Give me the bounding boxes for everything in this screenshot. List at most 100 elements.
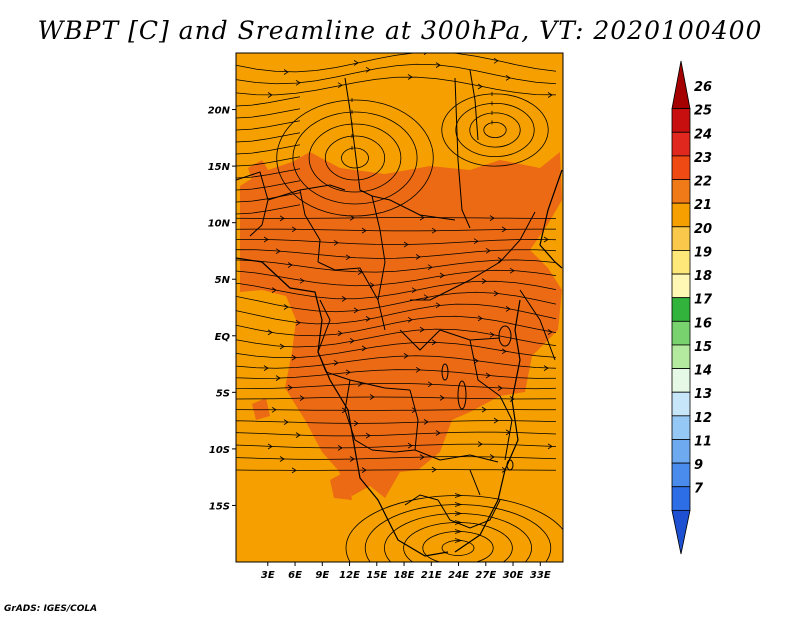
country-border xyxy=(409,389,441,461)
colorbar-label: 17 xyxy=(694,293,713,308)
streamline-arrow xyxy=(267,329,273,336)
streamline xyxy=(236,204,301,215)
streamline-arrow xyxy=(353,420,359,427)
streamline xyxy=(364,504,552,562)
colorbar-swatch xyxy=(671,368,691,393)
lake-outline xyxy=(506,459,514,471)
streamline xyxy=(236,456,557,460)
streamline xyxy=(236,420,557,424)
streamline xyxy=(236,431,557,437)
streamline-arrow xyxy=(295,319,301,326)
streamline-arrow xyxy=(481,278,487,284)
streamline xyxy=(236,469,557,471)
streamline-arrow xyxy=(275,248,281,255)
streamline-arrow xyxy=(435,62,441,68)
country-border xyxy=(325,371,411,391)
lat-tick-label: 20N xyxy=(208,106,231,117)
colorbar-swatch xyxy=(671,415,691,440)
streamline-arrow xyxy=(454,511,463,516)
lon-tick-label: 6E xyxy=(288,570,302,581)
streamline-arrow xyxy=(454,520,463,525)
streamline xyxy=(236,280,557,300)
map-plot-area xyxy=(236,53,563,562)
lake-outline xyxy=(498,325,512,347)
streamline xyxy=(483,122,507,138)
colorbar-label: 20 xyxy=(694,222,712,237)
streamline-arrow xyxy=(369,394,375,400)
colorbar-top-arrow xyxy=(671,60,691,110)
streamline xyxy=(236,228,556,232)
colorbar-swatch xyxy=(671,486,691,511)
streamline xyxy=(236,132,301,143)
streamline xyxy=(236,76,557,96)
colorbar-label: 26 xyxy=(694,80,712,95)
streamline-arrow xyxy=(349,338,355,344)
colorbar-swatch xyxy=(671,297,691,322)
chart-title: WBPT [C] and Sreamline at 300hPa, VT: 20… xyxy=(37,16,763,45)
country-border xyxy=(469,69,479,141)
colorbar-legend: 26 25 24 23 22 21 20 19 18 17 16 15 14 13 12 11 9 7 xyxy=(671,60,713,555)
streamline-arrow xyxy=(271,406,277,413)
streamline-arrow xyxy=(365,316,371,322)
country-border xyxy=(377,229,386,331)
lat-tick-label: EQ xyxy=(215,332,231,343)
streamline xyxy=(236,156,301,167)
streamline-arrow xyxy=(501,467,507,473)
streamline-arrow xyxy=(263,236,269,243)
country-border xyxy=(404,494,439,506)
country-border xyxy=(437,499,501,529)
streamline-arrow xyxy=(505,306,511,312)
streamline-arrow xyxy=(489,215,495,221)
country-border xyxy=(267,184,346,201)
lon-tick-label: 12E xyxy=(339,570,360,581)
streamline xyxy=(236,409,557,411)
streamline-arrow xyxy=(415,254,421,260)
streamline xyxy=(341,147,369,169)
streamline-arrow xyxy=(427,381,433,388)
credit-text: GrADS: IGES/COLA xyxy=(4,604,98,614)
streamline-arrow xyxy=(291,467,297,474)
colorbar-label: 25 xyxy=(694,104,712,119)
streamline-arrow xyxy=(287,262,293,268)
streamline-arrow xyxy=(403,353,409,359)
lat-tick-label: 10N xyxy=(208,219,231,230)
streamline-arrow xyxy=(419,326,425,333)
country-border xyxy=(499,395,513,461)
country-border xyxy=(519,289,556,361)
colorbar-swatch xyxy=(671,108,691,133)
colorbar-swatch xyxy=(671,320,691,346)
streamline-arrow xyxy=(423,294,429,301)
country-border xyxy=(469,339,501,397)
streamline-arrow xyxy=(287,384,293,391)
streamline xyxy=(236,315,557,337)
streamline-arrow xyxy=(543,365,549,371)
warm-wbpt-patches xyxy=(248,160,352,500)
streamline-arrow xyxy=(267,443,273,450)
country-borders xyxy=(236,69,563,557)
streamline xyxy=(236,269,557,287)
colorbar-label: 22 xyxy=(694,175,712,190)
streamline xyxy=(345,495,563,562)
streamline-arrow xyxy=(349,456,355,462)
streamline xyxy=(236,120,301,131)
streamline-arrow xyxy=(337,330,343,337)
country-border xyxy=(371,449,416,453)
streamline-arrow xyxy=(337,82,343,89)
streamline-arrow xyxy=(369,282,375,289)
streamline-arrow xyxy=(295,432,301,438)
streamline-arrow xyxy=(497,385,503,391)
streamline xyxy=(236,63,557,85)
streamline xyxy=(236,383,557,390)
streamline xyxy=(324,135,386,181)
streamline-arrow xyxy=(295,79,301,86)
streamline-arrow xyxy=(361,467,367,473)
streamline-arrow xyxy=(501,226,507,233)
colorbar-label: 13 xyxy=(694,387,712,402)
lon-tick-label: 30E xyxy=(503,570,524,581)
streamline-arrow xyxy=(431,339,437,346)
colorbar-swatch xyxy=(671,344,691,369)
streamline-arrow xyxy=(403,241,409,248)
streamline-arrow xyxy=(473,358,479,364)
streamline xyxy=(236,303,557,325)
